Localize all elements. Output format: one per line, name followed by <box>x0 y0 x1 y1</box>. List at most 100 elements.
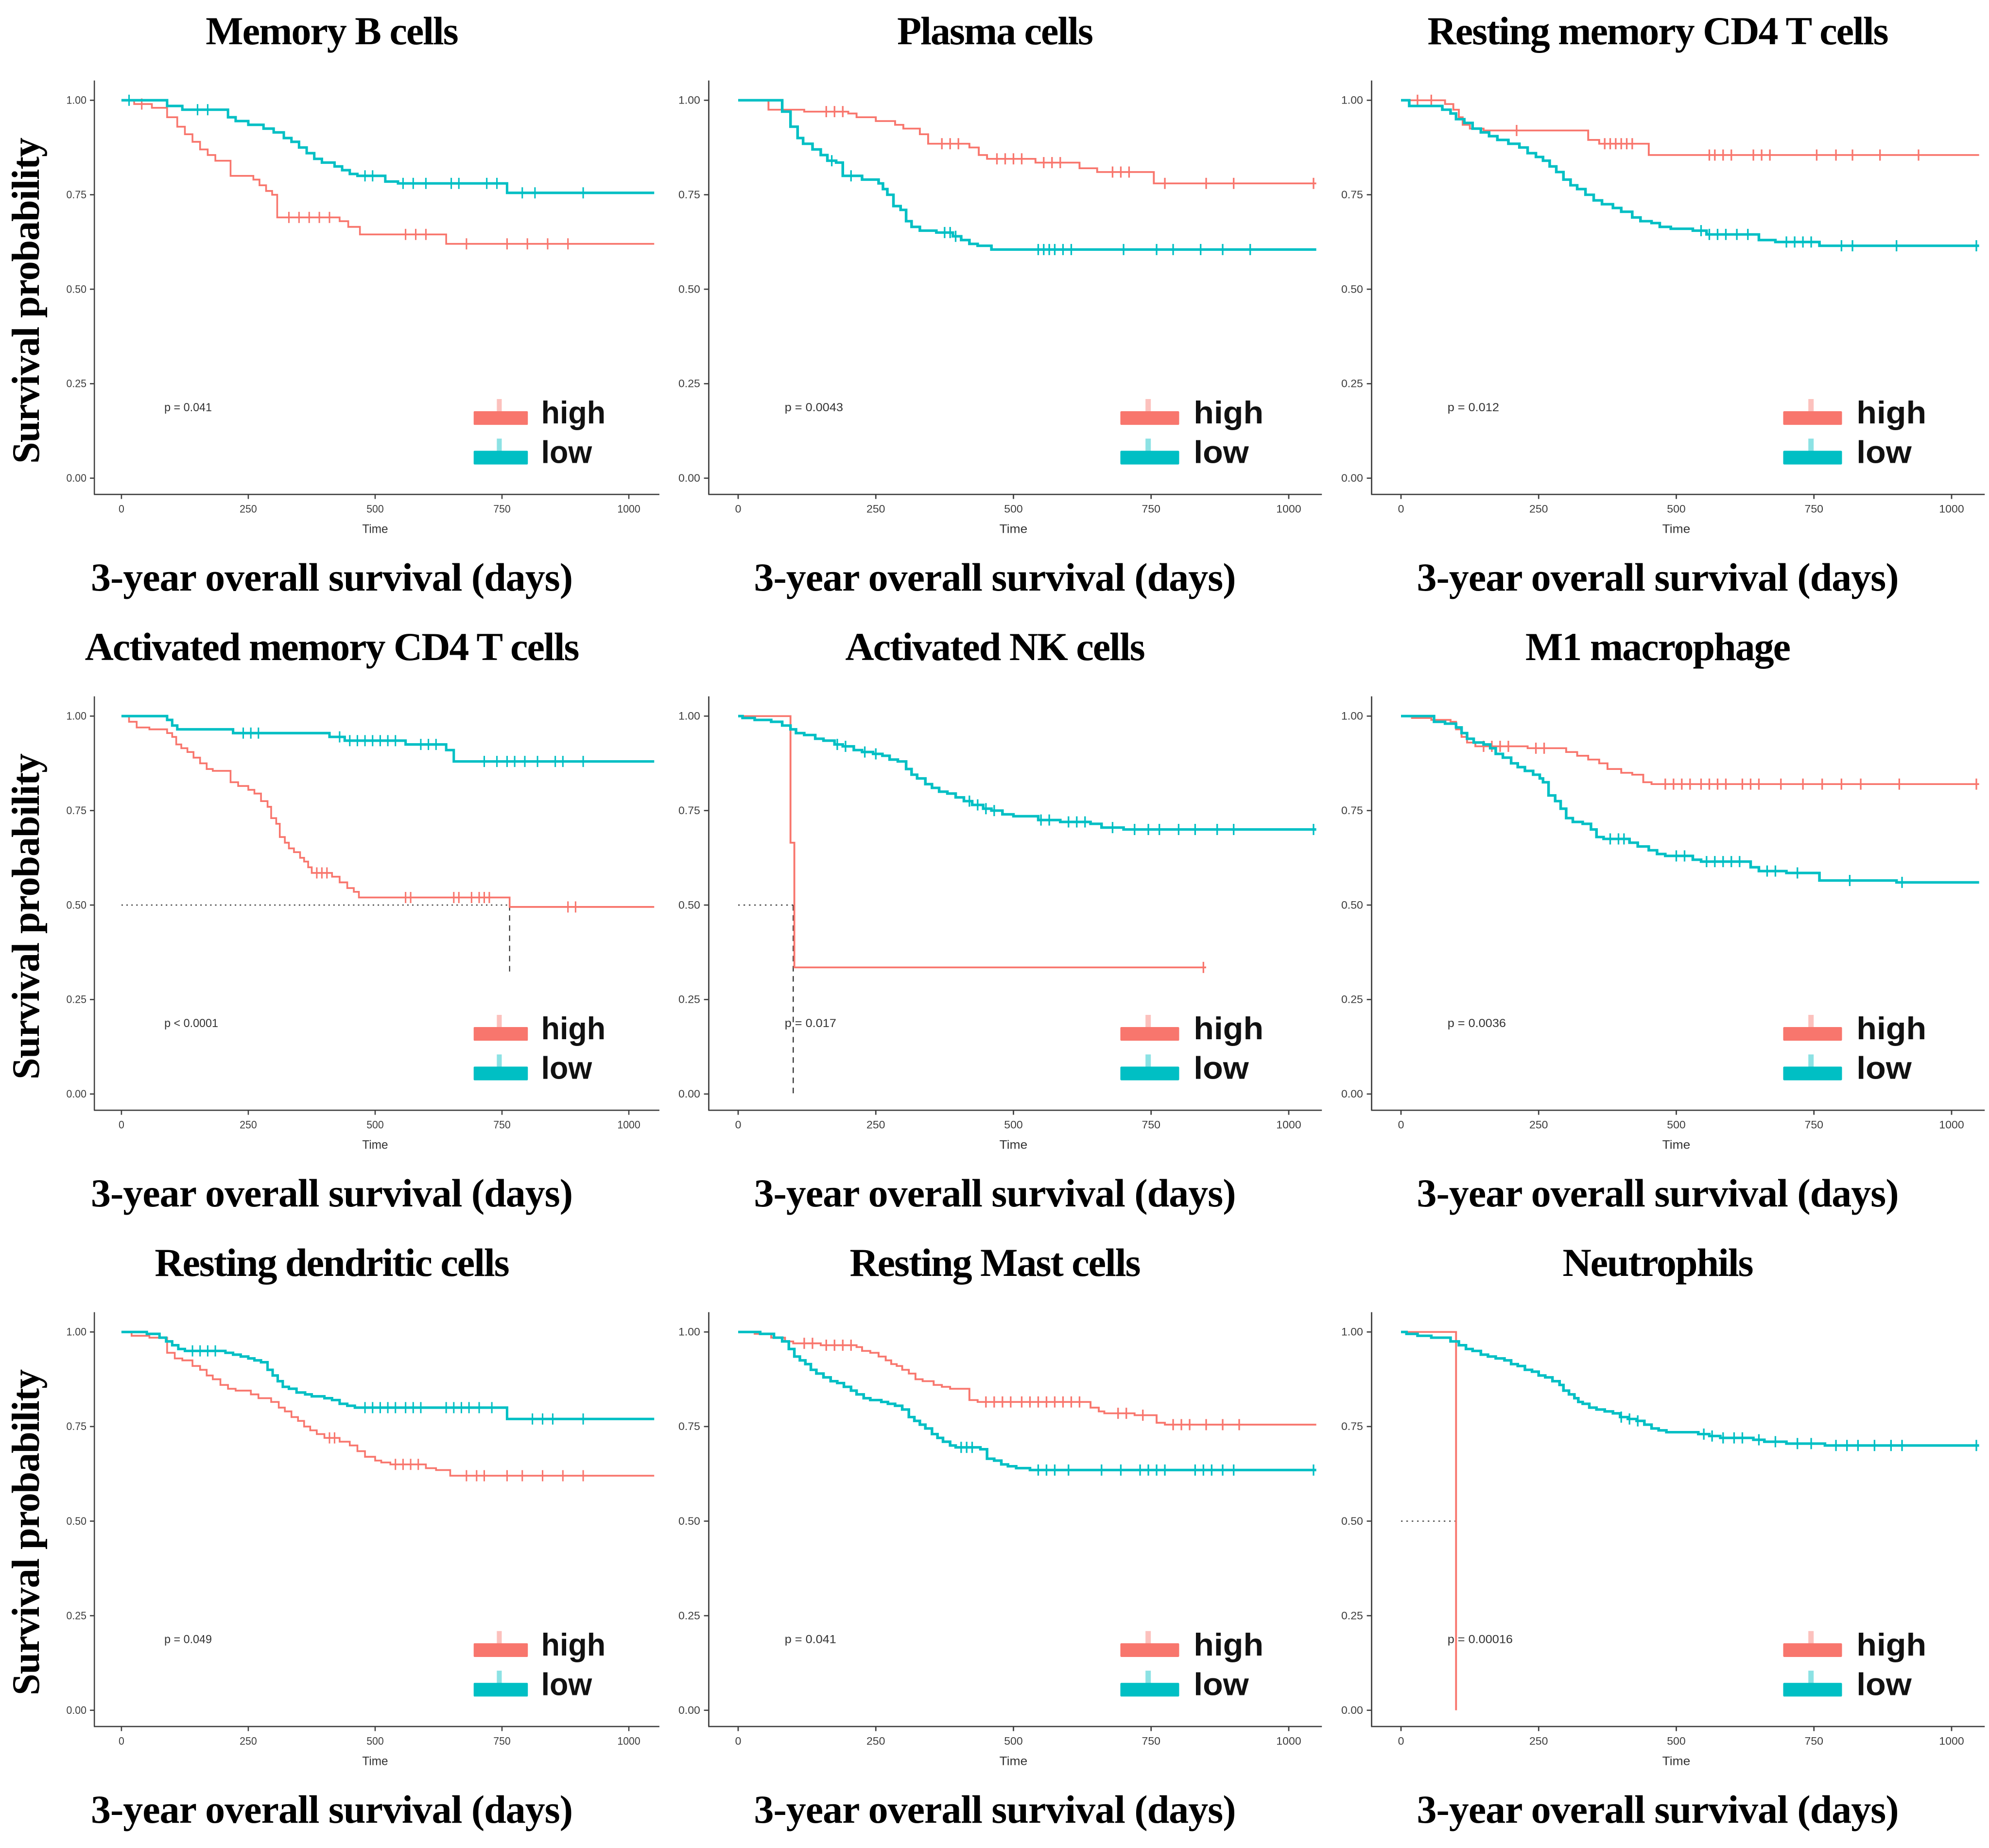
y-axis-label-container: Survival probability <box>0 62 52 539</box>
km-plot: 0.00 0.25 0.50 0.75 1.00 0 250 500 750 1000 Time p … <box>678 696 1322 1151</box>
panel-resting-memory-cd4-t-cells: Resting memory CD4 T cells 0.00 0.25 0.50 0… <box>1326 0 1989 616</box>
x-axis-caption: 3-year overall survival (days) <box>1417 1787 1899 1831</box>
y-tick-label: 1.00 <box>1341 94 1363 106</box>
time-axis-label: Time <box>1662 523 1691 536</box>
km-curve-low <box>1401 99 1979 252</box>
axes: 0.00 0.25 0.50 0.75 1.00 0 250 500 750 1000 Time <box>678 696 1322 1151</box>
y-axis-label-container: Survival probability <box>0 678 52 1155</box>
x-tick-label: 0 <box>119 503 124 515</box>
legend-key-high <box>1783 411 1842 425</box>
y-tick-label: 1.00 <box>678 94 700 106</box>
legend-key-low <box>1120 1066 1179 1081</box>
legend-key-low <box>473 1683 528 1697</box>
axes: 0.00 0.25 0.50 0.75 1.00 0 250 500 750 1000 Time <box>1341 696 1985 1151</box>
x-tick-label: 1000 <box>1939 1735 1964 1747</box>
legend: high low <box>1120 1011 1263 1086</box>
y-tick-label: 0.25 <box>67 1609 86 1621</box>
time-axis-label: Time <box>1000 1138 1028 1151</box>
x-tick-label: 500 <box>1667 503 1686 515</box>
legend-label-low: low <box>1856 435 1912 470</box>
legend-key-low <box>473 451 528 465</box>
legend-label-high: high <box>1193 1627 1263 1662</box>
km-plot: 0.00 0.25 0.50 0.75 1.00 0 250 500 750 1000 Time p … <box>1341 80 1985 536</box>
p-value: p = 0.041 <box>164 401 212 414</box>
x-tick-label: 750 <box>1804 1119 1823 1131</box>
x-axis-caption: 3-year overall survival (days) <box>754 1787 1236 1831</box>
axes: 0.00 0.25 0.50 0.75 1.00 0 250 500 750 1000 Time <box>67 1312 659 1768</box>
km-curve-high <box>1401 1331 1457 1710</box>
x-tick-label: 1000 <box>1276 503 1301 515</box>
legend-label-low: low <box>1193 1667 1249 1702</box>
x-tick-label: 1000 <box>617 1735 640 1747</box>
x-axis-caption: 3-year overall survival (days) <box>90 555 573 599</box>
x-tick-label: 750 <box>1142 1735 1160 1747</box>
y-tick-label: 0.25 <box>67 377 86 389</box>
km-curve-low <box>1401 715 1979 888</box>
x-tick-label: 1000 <box>617 503 640 515</box>
y-tick-label: 0.00 <box>67 1088 86 1100</box>
x-tick-label: 750 <box>493 1735 511 1747</box>
y-axis-label: Survival probability <box>4 753 48 1080</box>
legend-censor-tick <box>497 1014 502 1028</box>
legend-label-high: high <box>1856 396 1926 431</box>
legend-label-low: low <box>1856 1051 1912 1086</box>
x-tick-label: 250 <box>866 1119 885 1131</box>
y-tick-label: 0.75 <box>678 189 700 200</box>
axes: 0.00 0.25 0.50 0.75 1.00 0 250 500 750 1000 Time <box>67 80 659 536</box>
panel-title: Resting Mast cells <box>849 1240 1141 1285</box>
x-tick-label: 750 <box>1804 1735 1823 1747</box>
y-tick-label: 0.00 <box>678 472 700 484</box>
km-curve-low <box>738 1330 1316 1476</box>
legend-key-low <box>1120 1683 1179 1697</box>
x-tick-label: 250 <box>240 1118 257 1131</box>
time-axis-label: Time <box>1662 1138 1691 1151</box>
km-plot: 0.00 0.25 0.50 0.75 1.00 0 250 500 750 1000 Time p … <box>67 80 659 536</box>
legend-key-high <box>473 1027 528 1041</box>
x-tick-label: 0 <box>1398 503 1404 515</box>
km-curve-low <box>1401 1330 1979 1451</box>
km-curve-high <box>121 98 655 250</box>
y-tick-label: 0.00 <box>67 472 86 484</box>
x-tick-label: 1000 <box>617 1118 640 1131</box>
legend-censor-tick <box>1808 399 1814 412</box>
x-tick-label: 500 <box>366 1735 384 1747</box>
legend-censor-tick <box>1145 1631 1151 1644</box>
legend-censor-tick <box>497 399 502 412</box>
y-tick-label: 1.00 <box>1341 1326 1363 1338</box>
x-tick-label: 500 <box>366 503 384 515</box>
axes: 0.00 0.25 0.50 0.75 1.00 0 250 500 750 1000 Time <box>678 80 1322 536</box>
y-tick-label: 0.50 <box>67 283 86 295</box>
y-tick-label: 0.75 <box>678 804 700 816</box>
legend-censor-tick <box>1145 438 1151 452</box>
p-value: p = 0.0043 <box>785 401 843 414</box>
legend-label-low: low <box>541 435 592 470</box>
x-tick-label: 750 <box>493 1118 511 1131</box>
x-tick-label: 250 <box>1529 1735 1548 1747</box>
legend-key-low <box>473 1066 528 1081</box>
y-tick-label: 0.25 <box>1341 378 1363 389</box>
panel-activated-memory-cd4-t-cells: Activated memory CD4 T cells Survival pr… <box>0 616 663 1232</box>
legend-key-high <box>1783 1027 1842 1041</box>
y-tick-label: 0.50 <box>678 1515 700 1527</box>
km-curve-low <box>738 715 1316 835</box>
legend-key-low <box>1120 451 1179 465</box>
y-tick-label: 0.75 <box>67 1420 86 1432</box>
x-axis-caption: 3-year overall survival (days) <box>1417 555 1899 599</box>
legend: high low <box>1783 1011 1926 1086</box>
y-tick-label: 1.00 <box>67 710 86 722</box>
legend-key-high <box>1120 1027 1179 1041</box>
legend-label-high: high <box>541 1627 606 1662</box>
p-value: p = 0.017 <box>785 1017 836 1030</box>
x-tick-label: 1000 <box>1939 503 1964 515</box>
p-value: p < 0.0001 <box>164 1017 218 1030</box>
panel-title: Memory B cells <box>206 9 458 53</box>
x-tick-label: 0 <box>1398 1735 1404 1747</box>
axes: 0.00 0.25 0.50 0.75 1.00 0 250 500 750 1000 Time <box>1341 1312 1985 1768</box>
legend: high low <box>473 1011 605 1086</box>
legend-key-high <box>1120 411 1179 425</box>
x-tick-label: 0 <box>119 1735 124 1747</box>
x-tick-label: 750 <box>1142 503 1160 515</box>
panel-title: Activated NK cells <box>845 625 1145 669</box>
y-tick-label: 0.50 <box>1341 899 1363 911</box>
y-axis-label: Survival probability <box>4 1370 48 1695</box>
